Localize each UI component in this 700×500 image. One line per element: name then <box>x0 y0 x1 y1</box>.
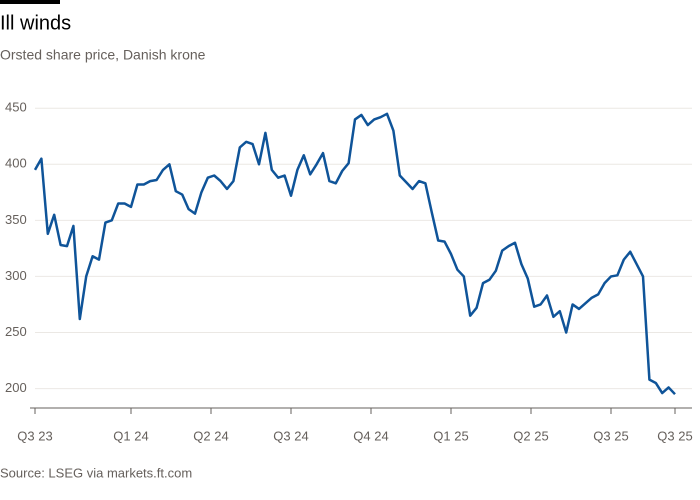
x-tick-label: Q4 24 <box>353 428 388 443</box>
x-tick-label: Q2 24 <box>193 428 228 443</box>
x-tick-label: Q3 23 <box>17 428 52 443</box>
price-line <box>33 112 676 396</box>
brand-bar <box>0 0 60 4</box>
y-tick-label: 350 <box>5 212 27 227</box>
source: Source: LSEG via markets.ft.com <box>0 465 192 480</box>
y-tick-label: 450 <box>5 100 27 115</box>
x-tick-label: Q1 24 <box>113 428 148 443</box>
y-tick-label: 200 <box>5 380 27 395</box>
x-tick-label: Q3 25 <box>657 428 692 443</box>
y-tick-label: 300 <box>5 268 27 283</box>
chart-title: Ill winds <box>0 12 71 34</box>
chart-subtitle: Orsted share price, Danish krone <box>0 47 206 63</box>
x-tick-label: Q3 25 <box>593 428 628 443</box>
y-tick-label: 400 <box>5 156 27 171</box>
x-tick-label: Q3 24 <box>273 428 308 443</box>
x-tick-label: Q1 25 <box>433 428 468 443</box>
y-tick-label: 250 <box>5 324 27 339</box>
x-tick-label: Q2 25 <box>513 428 548 443</box>
